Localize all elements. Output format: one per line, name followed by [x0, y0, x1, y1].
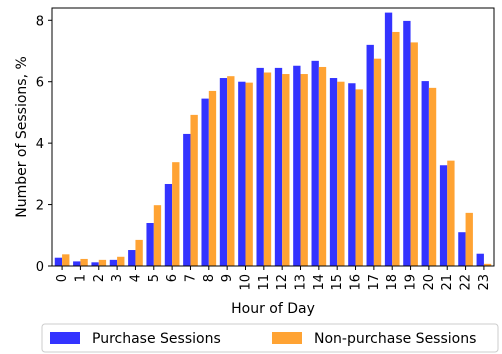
purchase-bar-9: [219, 78, 228, 267]
non-purchase-bar-8: [208, 90, 217, 266]
plot-frame: [51, 7, 495, 267]
purchase-bar-11: [256, 67, 264, 267]
x-tick-label: 7: [183, 274, 198, 282]
non-purchase-bar-22: [465, 212, 473, 266]
non-purchase-bar-12: [282, 74, 290, 267]
x-tick-label: 23: [477, 274, 492, 291]
x-tick-label: 15: [330, 274, 345, 291]
purchase-bar-1: [73, 261, 81, 266]
purchase-bar-2: [91, 262, 99, 266]
purchase-bar-23: [476, 253, 484, 266]
x-tick-label: 16: [349, 274, 364, 291]
y-tick-label: 2: [36, 199, 44, 214]
x-tick-label: 21: [440, 274, 455, 291]
purchase-bar-14: [311, 60, 319, 267]
purchase-bar-16: [348, 83, 356, 266]
x-tick-label: 6: [165, 274, 180, 282]
x-tick-label: 18: [385, 274, 400, 291]
x-tick-label: 19: [404, 274, 419, 291]
non-purchase-bar-19: [410, 42, 418, 267]
non-purchase-bar-17: [373, 58, 382, 266]
x-tick-label: 17: [367, 274, 382, 291]
purchase-bar-12: [274, 67, 283, 267]
purchase-bar-7: [183, 133, 191, 266]
x-tick-label: 14: [312, 274, 327, 291]
y-tick-label: 8: [36, 14, 44, 29]
purchase-bar-15: [329, 78, 338, 267]
non-purchase-bar-20: [428, 87, 437, 266]
non-purchase-bar-9: [227, 76, 235, 266]
x-tick-label: 22: [459, 274, 474, 291]
x-tick-label: 13: [294, 274, 309, 291]
purchase-bar-10: [238, 81, 246, 266]
purchase-bar-5: [146, 223, 154, 266]
bars-group: [54, 12, 492, 267]
purchase-bar-22: [458, 232, 466, 266]
x-tick-label: 10: [238, 274, 253, 291]
purchase-bar-18: [384, 12, 393, 266]
purchase-bar-4: [128, 250, 136, 266]
purchase-bar-13: [293, 65, 301, 266]
non-purchase-bar-7: [190, 114, 198, 266]
non-purchase-bar-6: [172, 162, 180, 266]
y-tick-label: 6: [36, 76, 44, 91]
purchase-bar-21: [439, 165, 448, 266]
non-purchase-bar-16: [355, 89, 363, 267]
x-tick-label: 1: [73, 274, 88, 282]
purchase-bar-8: [201, 98, 209, 266]
non-purchase-bar-10: [245, 82, 253, 266]
legend: Purchase Sessions Non-purchase Sessions: [41, 323, 499, 353]
x-tick-label: 5: [147, 274, 162, 282]
x-tick-label: 20: [422, 274, 437, 291]
purchase-bar-20: [421, 81, 429, 266]
x-tick-label: 3: [110, 274, 125, 282]
non-purchase-bar-1: [80, 258, 88, 266]
non-purchase-bar-18: [392, 31, 400, 267]
y-axis-label: Number of Sessions, %: [14, 56, 30, 218]
x-tick-label: 4: [128, 274, 143, 282]
x-axis-label: Hour of Day: [231, 301, 315, 317]
purchase-bar-6: [164, 183, 173, 266]
non-purchase-bar-4: [135, 239, 143, 266]
legend-label-purchase: Purchase Sessions: [92, 331, 221, 347]
x-tick-label: 9: [220, 274, 235, 282]
purchase-bar-19: [403, 20, 411, 267]
non-purchase-bar-5: [153, 205, 162, 266]
x-tick-label: 2: [92, 274, 107, 282]
purchase-bar-3: [109, 259, 118, 266]
legend-box: [41, 323, 499, 353]
purchase-bar-17: [366, 44, 374, 266]
non-purchase-bar-3: [117, 256, 125, 266]
x-tick-label: 8: [202, 274, 217, 282]
purchase-bar-0: [54, 257, 63, 266]
x-tick-label: 0: [55, 274, 70, 282]
non-purchase-bar-14: [318, 66, 327, 266]
non-purchase-bar-13: [300, 74, 308, 267]
x-tick-label: 12: [275, 274, 290, 291]
y-tick-label: 0: [36, 260, 44, 275]
legend-label-non-purchase: Non-purchase Sessions: [314, 331, 476, 347]
y-tick-label: 4: [36, 137, 44, 152]
non-purchase-bar-15: [337, 81, 345, 266]
legend-swatch-non-purchase: [272, 332, 302, 344]
non-purchase-bar-23: [483, 263, 492, 266]
x-tick-label: 11: [257, 274, 272, 291]
non-purchase-bar-2: [98, 259, 107, 266]
non-purchase-bar-21: [447, 160, 455, 266]
non-purchase-bar-0: [62, 254, 70, 266]
legend-swatch-purchase: [50, 332, 80, 344]
axes-group: [51, 7, 495, 267]
non-purchase-bar-11: [263, 72, 272, 266]
